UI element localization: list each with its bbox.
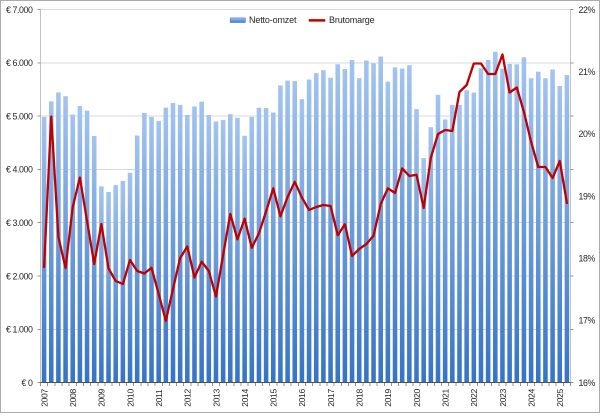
svg-text:16%: 16%	[579, 378, 596, 388]
svg-text:€ 6.000: € 6.000	[6, 58, 33, 68]
svg-text:19%: 19%	[579, 191, 596, 201]
svg-text:2011: 2011	[154, 389, 164, 407]
svg-text:2013: 2013	[211, 389, 221, 407]
svg-text:2022: 2022	[469, 389, 479, 407]
svg-text:Brutomarge: Brutomarge	[329, 15, 375, 25]
svg-text:€ 0: € 0	[21, 378, 33, 388]
svg-text:2008: 2008	[68, 389, 78, 407]
svg-text:Netto-omzet: Netto-omzet	[249, 15, 297, 25]
svg-text:22%: 22%	[579, 5, 596, 15]
svg-text:2020: 2020	[412, 389, 422, 407]
svg-text:2009: 2009	[97, 389, 107, 407]
svg-text:21%: 21%	[579, 67, 596, 77]
svg-text:€ 5.000: € 5.000	[6, 111, 33, 121]
svg-text:2023: 2023	[498, 389, 508, 407]
svg-text:2015: 2015	[269, 389, 279, 407]
svg-text:18%: 18%	[579, 254, 596, 264]
svg-text:2010: 2010	[125, 389, 135, 407]
svg-text:20%: 20%	[579, 129, 596, 139]
svg-text:€ 4.000: € 4.000	[6, 165, 33, 175]
svg-text:€ 3.000: € 3.000	[6, 218, 33, 228]
svg-text:2018: 2018	[355, 389, 365, 407]
svg-text:2007: 2007	[39, 389, 49, 407]
svg-text:€ 7.000: € 7.000	[6, 5, 33, 15]
svg-text:2025: 2025	[555, 389, 565, 407]
svg-text:€ 1.000: € 1.000	[6, 325, 33, 335]
svg-text:2014: 2014	[240, 389, 250, 407]
svg-text:2019: 2019	[383, 389, 393, 407]
svg-text:17%: 17%	[579, 316, 596, 326]
svg-text:2012: 2012	[183, 389, 193, 407]
svg-text:2021: 2021	[440, 389, 450, 407]
svg-text:2017: 2017	[326, 389, 336, 407]
svg-text:2024: 2024	[526, 389, 536, 407]
svg-text:2016: 2016	[297, 389, 307, 407]
svg-text:€ 2.000: € 2.000	[6, 271, 33, 281]
